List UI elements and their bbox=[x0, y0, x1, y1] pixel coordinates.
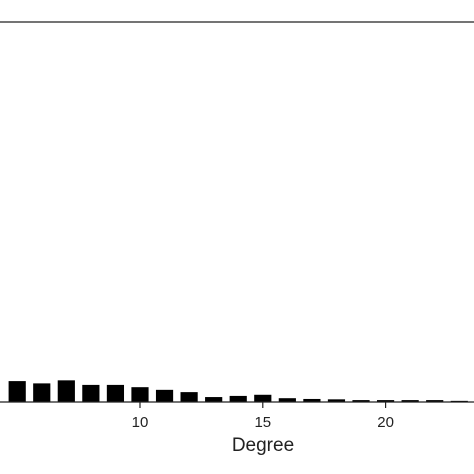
bar-degree-11 bbox=[155, 389, 174, 402]
bars-group bbox=[8, 380, 468, 402]
bar-degree-17 bbox=[303, 398, 321, 402]
x-tick-label-20: 20 bbox=[377, 414, 394, 431]
bar-degree-7 bbox=[57, 380, 75, 402]
x-tick-label-10: 10 bbox=[132, 414, 149, 431]
bar-degree-9 bbox=[106, 384, 125, 402]
bar-degree-13 bbox=[205, 397, 223, 402]
x-axis-label: Degree bbox=[232, 435, 294, 456]
x-ticks-group: 10 15 20 bbox=[132, 402, 394, 431]
bar-degree-18 bbox=[327, 399, 346, 402]
bar-degree-14 bbox=[229, 395, 247, 402]
bar-degree-8 bbox=[82, 384, 100, 402]
bar-degree-20 bbox=[376, 400, 395, 402]
bar-degree-16 bbox=[278, 398, 296, 402]
bar-degree-22 bbox=[426, 400, 444, 402]
bar-degree-6 bbox=[33, 383, 51, 402]
bar-degree-21 bbox=[401, 400, 419, 402]
bar-degree-5 bbox=[8, 381, 26, 402]
bar-degree-19 bbox=[352, 400, 370, 402]
bar-degree-10 bbox=[131, 387, 149, 402]
x-tick-label-15: 15 bbox=[254, 414, 271, 431]
bar-degree-12 bbox=[180, 392, 198, 402]
bar-degree-15 bbox=[254, 394, 272, 402]
